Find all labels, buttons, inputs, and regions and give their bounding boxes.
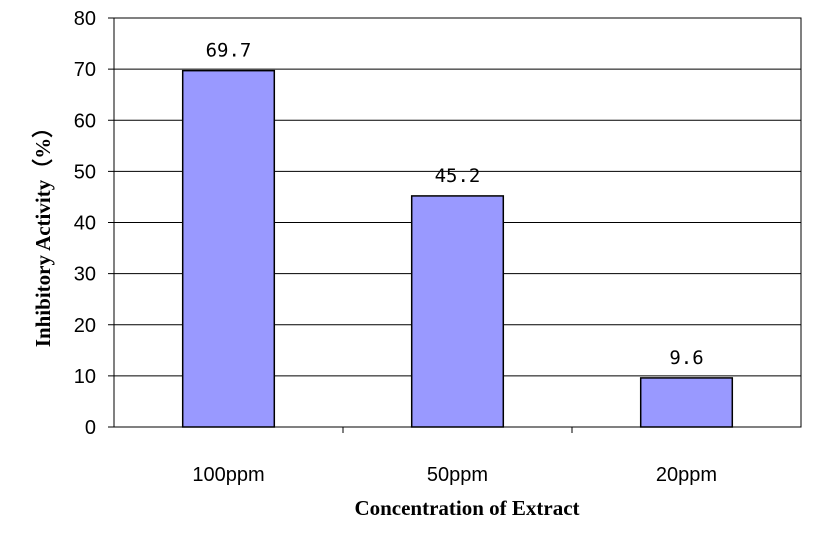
y-tick-label-30: 30 [74, 264, 96, 286]
data-labels: 69.7 45.2 9.6 [206, 40, 704, 369]
x-tick-label-50ppm: 50ppm [427, 464, 488, 486]
y-tick-label-70: 70 [74, 59, 96, 81]
bar-50ppm [410, 195, 505, 428]
y-tick-label-80: 80 [74, 8, 96, 30]
x-axis-title: Concentration of Extract [354, 496, 579, 520]
x-tick-label-20ppm: 20ppm [656, 464, 717, 486]
y-tick-label-50: 50 [74, 161, 96, 183]
bar-100ppm [181, 69, 276, 428]
x-axis-ticks [342, 427, 573, 433]
x-tick-labels: 100ppm 50ppm 20ppm [192, 464, 717, 486]
y-tick-labels: 0 10 20 30 40 50 60 70 80 [74, 8, 96, 439]
y-tick-label-0: 0 [85, 417, 96, 439]
data-label-20ppm: 9.6 [669, 347, 703, 369]
y-tick-label-10: 10 [74, 366, 96, 388]
y-axis-title: Inhibitory Activity（%） [31, 117, 55, 347]
y-tick-label-60: 60 [74, 110, 96, 132]
x-tick-label-100ppm: 100ppm [192, 464, 264, 486]
y-tick-label-40: 40 [74, 213, 96, 235]
y-axis-ticks [108, 17, 114, 428]
y-tick-label-20: 20 [74, 315, 96, 337]
data-label-50ppm: 45.2 [435, 165, 481, 187]
bar-20ppm [639, 377, 734, 428]
bars [181, 69, 734, 428]
data-label-100ppm: 69.7 [206, 40, 252, 62]
